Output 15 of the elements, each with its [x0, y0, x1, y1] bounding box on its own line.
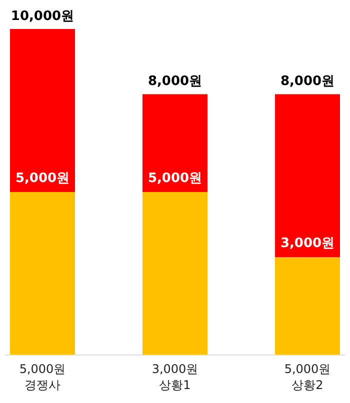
- x-tick-label: 3,000원 상황1: [152, 362, 198, 392]
- total-label: 10,000원: [10, 9, 74, 24]
- bar: [275, 94, 340, 258]
- x-tick-label: 5,000원 상황2: [284, 362, 331, 392]
- data-label: 5,000원: [148, 171, 202, 186]
- data-label: 3,000원: [280, 236, 335, 252]
- data-label: 5,000원: [15, 171, 70, 186]
- bar: [142, 94, 208, 192]
- total-label: 8,000원: [148, 74, 202, 90]
- bar: [142, 192, 208, 355]
- bar: [275, 257, 340, 355]
- total-label: 8,000원: [280, 74, 335, 90]
- bar: [10, 192, 75, 355]
- x-tick-label: 5,000원 경쟁사: [19, 362, 66, 392]
- bar: [10, 29, 75, 192]
